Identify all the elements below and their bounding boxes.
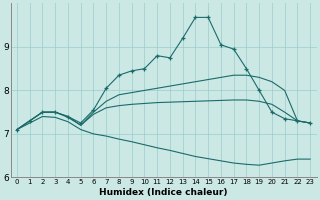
X-axis label: Humidex (Indice chaleur): Humidex (Indice chaleur) bbox=[99, 188, 228, 197]
